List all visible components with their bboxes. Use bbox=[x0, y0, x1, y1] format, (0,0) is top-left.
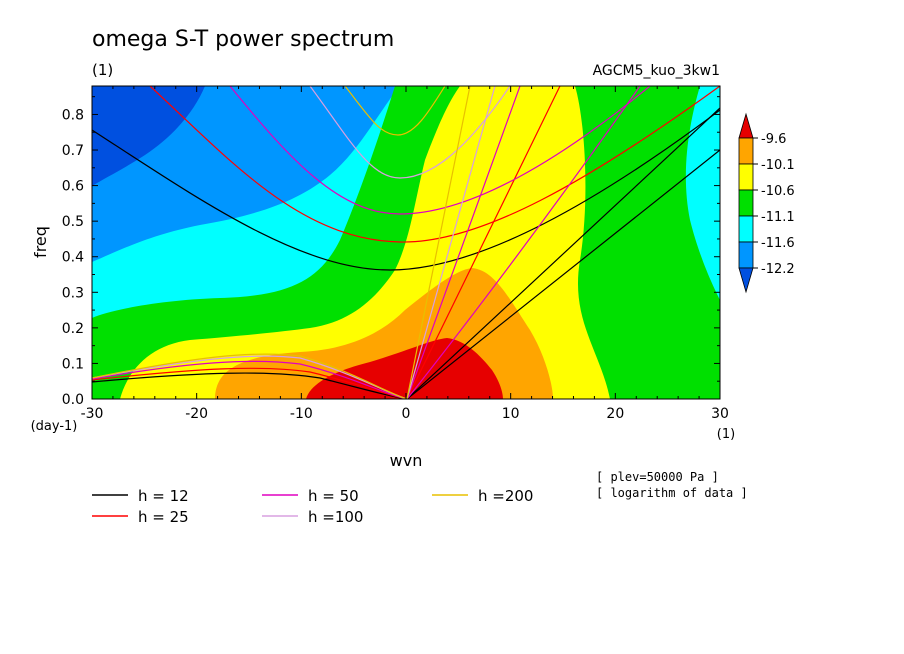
colorbar: -9.6 -10.1 -10.6 -11.1 -11.6 -12.2 bbox=[738, 112, 795, 294]
y-tick-label: 0.2 bbox=[62, 321, 84, 337]
colorbar-label: -9.6 bbox=[761, 132, 786, 147]
legend-label: h = 12 bbox=[138, 487, 189, 505]
x-tick-label: -30 bbox=[81, 406, 104, 422]
note-plev: [ plev=50000 Pa ] bbox=[596, 470, 719, 484]
chart-title: omega S-T power spectrum bbox=[92, 27, 394, 52]
y-axis-title: freq bbox=[31, 226, 50, 258]
colorbar-box bbox=[738, 163, 754, 191]
colorbar-box bbox=[738, 189, 754, 217]
legend-label: h = 25 bbox=[138, 508, 189, 526]
colorbar-box bbox=[738, 241, 754, 269]
x-tick-label: -20 bbox=[185, 406, 208, 422]
chart-subtitle-right: AGCM5_kuo_3kw1 bbox=[593, 63, 720, 79]
colorbar-label: -11.1 bbox=[761, 210, 795, 225]
curve-h25-ig bbox=[149, 86, 720, 243]
y-tick-label: 0.8 bbox=[62, 107, 84, 123]
y-tick-label: 0.3 bbox=[62, 285, 84, 301]
x-tick-label: 30 bbox=[711, 406, 729, 422]
curve-h50-rossby bbox=[92, 360, 408, 399]
legend: h = 12 h = 25 h = 50 h =100 h =200 bbox=[92, 487, 533, 526]
chart-subtitle-left: (1) bbox=[92, 61, 113, 79]
y-tick-label: 0.6 bbox=[62, 179, 84, 195]
contour-field bbox=[92, 86, 720, 399]
x-tick-label: 0 bbox=[402, 406, 411, 422]
x-axis: -30 -20 -10 0 10 20 30 bbox=[81, 86, 729, 422]
curve-h100-ig bbox=[309, 86, 511, 179]
y-tick-label: 0.4 bbox=[62, 250, 84, 266]
curve-h200-ig bbox=[344, 86, 446, 136]
legend-label: h =100 bbox=[308, 508, 363, 526]
curve-h200-rossby bbox=[92, 353, 408, 399]
x-unit-label: (1) bbox=[717, 427, 735, 442]
curve-h25-rossby bbox=[92, 367, 408, 399]
x-tick-label: 20 bbox=[606, 406, 624, 422]
curve-h50-ig bbox=[229, 86, 651, 215]
colorbar-label: -11.6 bbox=[761, 236, 795, 251]
y-unit-label: (day-1) bbox=[31, 419, 78, 434]
colorbar-label: -10.1 bbox=[761, 158, 795, 173]
curve-h12-kelvin bbox=[406, 149, 720, 399]
curve-h12-ig bbox=[92, 109, 720, 271]
note-log: [ logarithm of data ] bbox=[596, 486, 748, 500]
y-axis: 0.0 0.1 0.2 0.3 0.4 0.5 0.6 0.7 0.8 bbox=[62, 96, 720, 408]
colorbar-label: -10.6 bbox=[761, 184, 795, 199]
curve-h200-kelvin bbox=[406, 86, 471, 399]
x-tick-label: 10 bbox=[502, 406, 520, 422]
curve-h25-kelvin bbox=[406, 86, 561, 399]
curve-h100-kelvin bbox=[406, 86, 496, 399]
curve-h12-mrg bbox=[406, 107, 720, 399]
x-axis-title: wvn bbox=[390, 451, 423, 470]
colorbar-label: -12.2 bbox=[761, 262, 795, 277]
y-tick-label: 0.7 bbox=[62, 143, 84, 159]
colorbar-box bbox=[738, 215, 754, 243]
y-tick-label: 0.5 bbox=[62, 214, 84, 230]
curve-h50-kelvin bbox=[406, 86, 521, 399]
colorbar-arrow-bottom bbox=[738, 267, 754, 294]
curve-h12-rossby bbox=[92, 372, 408, 399]
x-tick-label: -10 bbox=[290, 406, 313, 422]
curve-h50-mrg bbox=[406, 86, 641, 399]
legend-label: h = 50 bbox=[308, 487, 359, 505]
y-tick-label: 0.0 bbox=[62, 392, 84, 408]
y-tick-label: 0.1 bbox=[62, 356, 84, 372]
colorbar-arrow-top bbox=[738, 112, 754, 139]
legend-label: h =200 bbox=[478, 487, 533, 505]
colorbar-box bbox=[738, 137, 754, 165]
dispersion-curves bbox=[92, 86, 720, 399]
